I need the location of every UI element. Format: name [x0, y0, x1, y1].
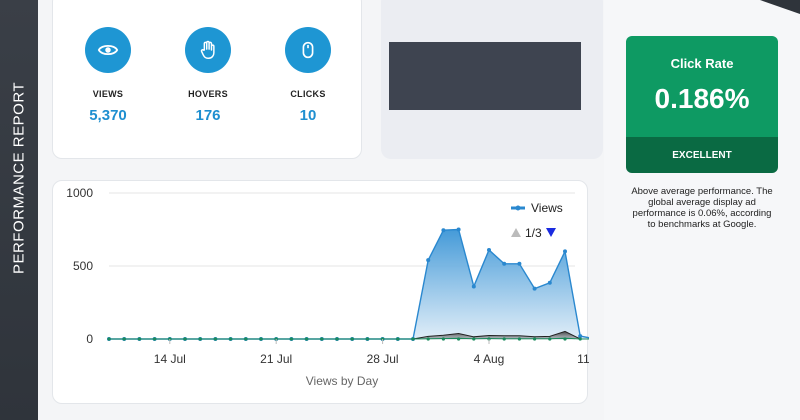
legend-pager: 1/3	[525, 226, 542, 240]
stat-value-clicks: 10	[299, 107, 317, 124]
x-tick-label: 14 Jul	[154, 352, 186, 366]
legend-prev-arrow	[511, 228, 521, 237]
baseline-marker	[168, 337, 172, 341]
baseline-marker	[578, 337, 582, 341]
corner-accent	[760, 0, 800, 14]
views-point	[487, 247, 491, 252]
mouse-icon	[285, 27, 331, 73]
views-chart-card: 0 500 1000 14 Jul 21 Jul 28 Jul 4 Aug 11 Aug Vie…	[52, 180, 589, 404]
baseline-marker	[457, 337, 461, 341]
views-point	[517, 261, 522, 266]
stat-label-views: VIEWS	[92, 89, 124, 99]
baseline-marker	[229, 337, 233, 341]
baseline-marker	[305, 337, 309, 341]
x-tick-label: 4 Aug	[474, 352, 505, 366]
series-2-area	[109, 331, 589, 339]
click-rate-rating: EXCELLENT	[626, 137, 778, 173]
ad-preview-card	[381, 0, 603, 159]
baseline-marker	[411, 337, 415, 341]
baseline-marker	[244, 337, 248, 341]
x-tick-label: 28 Jul	[367, 352, 399, 366]
baseline-marker	[396, 337, 400, 341]
baseline-marker	[153, 337, 157, 341]
baseline-marker	[487, 337, 491, 341]
views-series-area	[109, 229, 589, 339]
views-point	[426, 258, 431, 263]
click-rate-card: Click Rate 0.186% EXCELLENT	[626, 36, 778, 173]
baseline-marker	[198, 337, 202, 341]
legend-marker	[515, 205, 521, 211]
stats-card: VIEWS 5,370 HOVERS 176 CLICKS 10	[52, 0, 362, 159]
views-point	[471, 284, 476, 289]
baseline-marker	[289, 337, 293, 341]
views-chart: 0 500 1000 14 Jul 21 Jul 28 Jul 4 Aug 11 Aug Vie…	[66, 186, 589, 388]
series-3-line	[109, 337, 589, 340]
stat-value-views: 5,370	[89, 107, 127, 124]
sidebar: PERFORMANCE REPORT	[0, 0, 38, 420]
benchmark-note: Above average performance. The global av…	[631, 186, 773, 230]
baseline-marker	[107, 337, 111, 341]
y-tick-label: 0	[86, 332, 93, 346]
baseline-marker	[137, 337, 141, 341]
baseline-marker	[517, 337, 521, 341]
stat-value-hovers: 176	[195, 107, 221, 124]
right-panel: Click Rate 0.186% EXCELLENT Above averag…	[604, 0, 800, 420]
views-point	[441, 228, 446, 233]
baseline-marker	[122, 337, 126, 341]
stat-label-hovers: HOVERS	[188, 89, 228, 99]
ad-preview-image	[389, 42, 581, 110]
baseline-marker	[381, 337, 385, 341]
y-tick-label: 1000	[66, 186, 93, 200]
click-rate-value: 0.186%	[654, 83, 750, 114]
baseline-marker	[274, 337, 278, 341]
x-axis-title: Views by Day	[306, 374, 378, 388]
baseline-marker	[533, 337, 537, 341]
baseline-marker	[365, 337, 369, 341]
x-tick-label: 11 Aug	[577, 352, 589, 366]
baseline-marker	[320, 337, 324, 341]
baseline-marker	[426, 337, 430, 341]
report-title: PERFORMANCE REPORT	[10, 81, 28, 275]
stat-label-clicks: CLICKS	[290, 89, 326, 99]
baseline-marker	[548, 337, 552, 341]
baseline-marker	[502, 337, 506, 341]
baseline-marker	[441, 337, 445, 341]
y-tick-label: 500	[73, 259, 93, 273]
baseline-marker	[335, 337, 339, 341]
baseline-marker	[350, 337, 354, 341]
baseline-marker	[259, 337, 263, 341]
views-point	[502, 261, 507, 266]
eye-icon	[85, 27, 131, 73]
click-rate-title: Click Rate	[670, 56, 734, 71]
views-point	[532, 286, 537, 291]
legend-label: Views	[531, 201, 563, 215]
baseline-marker	[213, 337, 217, 341]
views-point	[547, 280, 552, 285]
views-point	[563, 249, 567, 254]
legend-next-arrow	[546, 228, 556, 237]
baseline-marker	[472, 337, 476, 341]
x-tick-label: 21 Jul	[260, 352, 292, 366]
baseline-marker	[563, 337, 567, 341]
baseline-marker	[183, 337, 187, 341]
views-point	[578, 334, 583, 339]
views-point	[456, 227, 461, 232]
hand-icon	[185, 27, 231, 73]
